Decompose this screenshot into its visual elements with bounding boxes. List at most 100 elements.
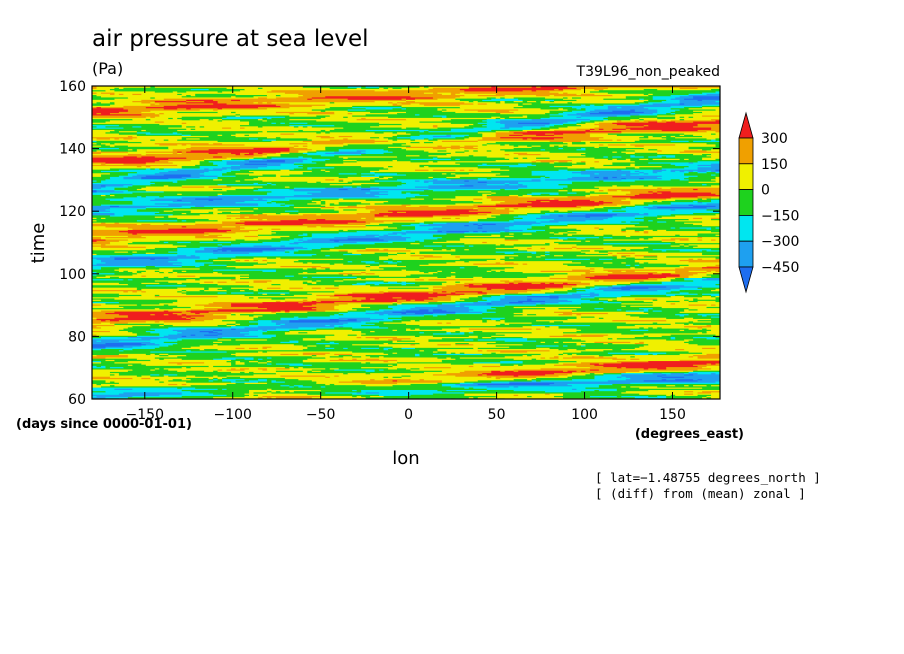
heatmap-cell: [141, 223, 151, 226]
heatmap-cell: [661, 187, 672, 189]
heatmap-cell: [365, 217, 376, 220]
heatmap-cell: [392, 135, 412, 138]
heatmap-cell: [589, 173, 622, 176]
heatmap-cell: [545, 302, 582, 305]
heatmap-cell: [325, 338, 389, 341]
heatmap-cell: [217, 332, 223, 335]
heatmap-cell: [379, 124, 434, 127]
heatmap-cell: [244, 216, 250, 218]
heatmap-cell: [249, 330, 268, 333]
heatmap-cell: [136, 165, 142, 168]
heatmap-cell: [159, 114, 223, 117]
heatmap-cell: [432, 392, 465, 395]
heatmap-cell: [127, 108, 201, 111]
heatmap-cell: [473, 382, 510, 384]
heatmap-cell: [554, 132, 564, 135]
heatmap-cell: [464, 391, 622, 394]
heatmap-cell: [275, 183, 331, 186]
heatmap-cell: [92, 278, 124, 281]
heatmap-cell: [580, 294, 591, 297]
heatmap-cell: [711, 329, 720, 331]
heatmap-cell: [603, 317, 667, 319]
heatmap-cell: [598, 137, 667, 140]
heatmap-cell: [598, 385, 622, 388]
heatmap-cell: [666, 112, 672, 115]
heatmap-cell: [96, 189, 116, 192]
heatmap-cell: [549, 347, 636, 350]
heatmap-cell: [603, 247, 645, 250]
heatmap-cell: [177, 370, 187, 372]
heatmap-cell: [181, 184, 228, 187]
heatmap-cell: [706, 142, 720, 145]
heatmap-cell: [177, 342, 317, 345]
heatmap-cell: [365, 113, 416, 116]
heatmap-cell: [598, 355, 604, 358]
heatmap-cell: [244, 392, 308, 395]
heatmap-cell: [105, 225, 183, 228]
heatmap-cell: [675, 164, 699, 167]
heatmap-cell: [428, 262, 474, 265]
heatmap-cell: [711, 118, 720, 121]
heatmap-cell: [567, 223, 694, 226]
heatmap-cell: [616, 252, 636, 254]
heatmap-cell: [311, 379, 353, 382]
heatmap-cell: [513, 243, 551, 246]
heatmap-cell: [302, 299, 308, 301]
heatmap-cell: [266, 256, 277, 259]
heatmap-cell: [643, 177, 663, 180]
heatmap-cell: [563, 341, 595, 344]
heatmap-cell: [545, 253, 551, 256]
heatmap-cell: [563, 344, 569, 347]
heatmap-cell: [679, 275, 690, 277]
heatmap-cell: [401, 374, 412, 377]
heatmap-cell: [222, 341, 281, 344]
heatmap-cell: [621, 155, 631, 158]
heatmap-cell: [504, 157, 515, 159]
heatmap-cell: [661, 165, 690, 168]
heatmap-cell: [92, 323, 116, 325]
heatmap-cell: [311, 364, 389, 366]
heatmap-cell: [621, 302, 672, 305]
heatmap-cell: [109, 167, 147, 170]
heatmap-cell: [423, 378, 515, 381]
heatmap-cell: [670, 202, 708, 205]
heatmap-cell: [249, 394, 255, 396]
heatmap-cell: [392, 231, 465, 234]
heatmap-cell: [302, 366, 362, 369]
heatmap-cell: [491, 306, 515, 309]
heatmap-cell: [715, 347, 720, 350]
heatmap-cell: [585, 107, 609, 110]
heatmap-cell: [603, 307, 640, 310]
heatmap-cell: [150, 199, 178, 201]
heatmap-cell: [607, 106, 618, 109]
heatmap-cell: [670, 394, 676, 396]
heatmap-cell: [401, 320, 483, 323]
heatmap-cell: [302, 140, 389, 142]
heatmap-cell: [576, 290, 672, 293]
heatmap-cell: [356, 282, 416, 285]
heatmap-cell: [240, 360, 250, 363]
heatmap-cell: [226, 289, 241, 292]
heatmap-cell: [329, 324, 335, 327]
heatmap-cell: [666, 294, 676, 297]
heatmap-cell: [531, 146, 595, 148]
heatmap-cell: [500, 119, 578, 122]
heatmap-cell: [589, 216, 613, 218]
heatmap-cell: [96, 217, 102, 220]
heatmap-cell: [509, 153, 519, 156]
heatmap-cell: [293, 237, 313, 240]
heatmap-cell: [621, 376, 627, 378]
heatmap-cell: [186, 317, 192, 319]
heatmap-cell: [320, 395, 353, 398]
heatmap-cell: [284, 309, 290, 312]
heatmap-cell: [675, 277, 685, 280]
heatmap-cell: [482, 143, 488, 146]
heatmap-cell: [715, 362, 720, 365]
heatmap-cell: [127, 283, 219, 286]
heatmap-cell: [379, 182, 407, 185]
heatmap-cell: [446, 222, 542, 224]
heatmap-cell: [464, 135, 483, 138]
heatmap-cell: [527, 184, 569, 187]
heatmap-cell: [621, 385, 627, 388]
heatmap-cell: [612, 195, 699, 198]
